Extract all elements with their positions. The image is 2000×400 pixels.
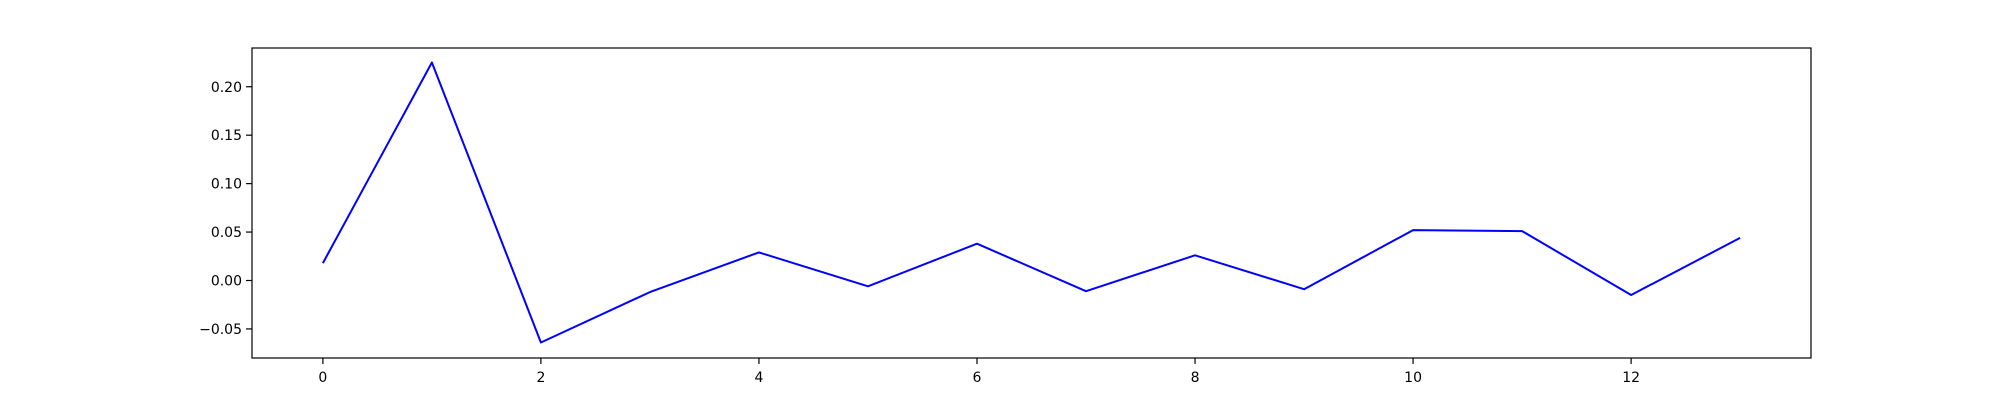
x-tick-label: 4 <box>754 370 763 386</box>
y-axis: −0.05 0.00 0.05 0.10 0.15 0.20 <box>199 80 252 338</box>
x-axis: 0 2 4 6 8 10 12 <box>318 358 1640 386</box>
x-tick-label: 6 <box>973 370 982 386</box>
plot-area <box>322 61 1741 344</box>
x-tick-label: 10 <box>1404 370 1422 386</box>
y-tick-label: 0.05 <box>211 225 242 241</box>
y-tick-label: 0.00 <box>211 274 242 290</box>
series-line-0 <box>322 61 1741 344</box>
y-tick-label: 0.20 <box>211 80 242 96</box>
x-tick-label: 12 <box>1622 370 1640 386</box>
axes-frame <box>251 47 1812 359</box>
x-tick-label: 8 <box>1191 370 1200 386</box>
y-tick-label: 0.10 <box>211 177 242 193</box>
y-tick-label: 0.15 <box>211 128 242 144</box>
x-tick-label: 2 <box>536 370 545 386</box>
y-tick-label: −0.05 <box>199 322 242 338</box>
x-tick-label: 0 <box>318 370 327 386</box>
